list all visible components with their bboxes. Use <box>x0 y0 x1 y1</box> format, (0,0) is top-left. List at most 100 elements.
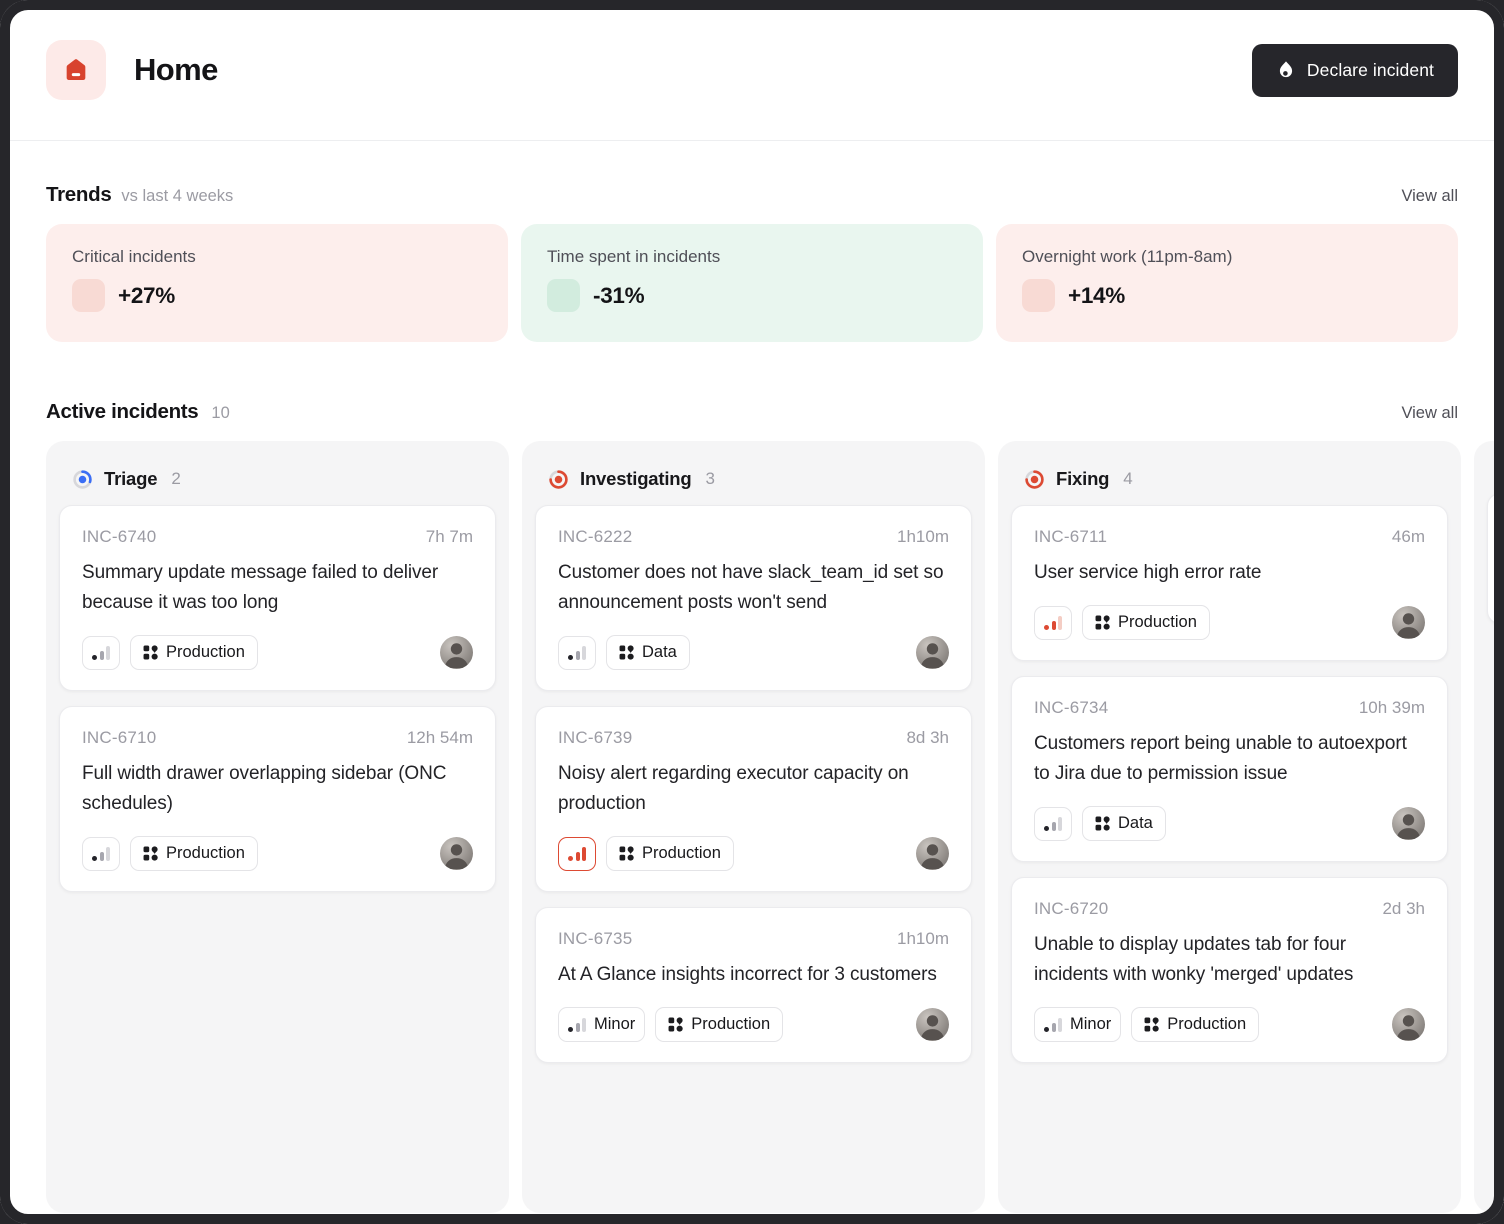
card-footer: Minor Production <box>1034 1007 1425 1043</box>
severity-bars-icon <box>568 645 586 660</box>
severity-badge <box>82 635 120 670</box>
active-incidents-view-all-link[interactable]: View all <box>1401 404 1458 422</box>
flame-icon <box>1279 61 1293 78</box>
house-icon <box>66 59 86 81</box>
avatar <box>440 636 473 670</box>
incident-title: At A Glance insights incorrect for 3 cus… <box>558 964 937 986</box>
card-footer: Minor Production <box>558 1007 949 1043</box>
incident-card[interactable]: INC-6734 10h 39m Customers report being … <box>1011 676 1448 863</box>
card-meta: INC-6739 8d 3h <box>558 728 949 748</box>
trend-label: Overnight work (11pm-8am) <box>1022 247 1233 266</box>
trend-value: +14% <box>1068 282 1125 308</box>
column-count: 4 <box>1123 469 1133 488</box>
severity-label: Minor <box>1070 1015 1112 1034</box>
trend-card-overnight-work[interactable]: Overnight work (11pm-8am) +14% <box>996 224 1458 342</box>
severity-bars-icon <box>568 1017 586 1032</box>
severity-badge <box>1034 605 1072 640</box>
card-footer: Production <box>558 836 949 872</box>
incident-duration: 7h 7m <box>425 527 473 546</box>
trend-cards: Critical incidents +27% Time spent in in… <box>46 224 1458 342</box>
severity-bars-icon <box>92 846 110 861</box>
incident-title: Customers report being unable to autoexp… <box>1034 733 1407 785</box>
team-badge: Production <box>130 635 258 671</box>
incident-duration: 46m <box>1391 527 1425 546</box>
status-ring-icon <box>1025 469 1044 489</box>
team-badge: Production <box>130 836 258 872</box>
card-meta: INC-6222 1h10m <box>558 527 949 547</box>
person-icon <box>1396 1015 1421 1041</box>
incident-id: INC-6734 <box>1034 698 1109 718</box>
column-count: 2 <box>171 469 181 488</box>
team-badge: Data <box>1082 806 1166 842</box>
service-grid-icon <box>1144 1017 1159 1032</box>
incident-id: INC-6711 <box>1034 527 1108 546</box>
incident-card[interactable]: INC-6735 1h10m At A Glance insights inco… <box>535 907 972 1064</box>
main-content: Trends vs last 4 weeks View all Critical… <box>0 183 1504 1213</box>
trend-label: Critical incidents <box>72 247 196 266</box>
service-grid-icon <box>1095 615 1110 630</box>
incident-card[interactable]: INC-6739 8d 3h Noisy alert regarding exe… <box>535 706 972 893</box>
page-title: Home <box>134 52 218 87</box>
team-label: Production <box>642 844 721 863</box>
team-label: Data <box>642 643 677 662</box>
service-grid-icon <box>619 846 634 861</box>
incident-title: Full width drawer overlapping sidebar (O… <box>82 763 447 815</box>
incident-title: Summary update message failed to deliver… <box>82 562 439 614</box>
incident-id: INC-6735 <box>558 929 633 949</box>
incident-card[interactable]: INC-6711 46m User service high error rat… <box>1011 505 1448 662</box>
incident-duration: 1h10m <box>897 527 949 546</box>
column-name: Triage <box>104 468 158 489</box>
severity-bars-icon <box>92 645 110 660</box>
trend-card-time-spent[interactable]: Time spent in incidents -31% <box>521 224 983 342</box>
person-icon <box>444 844 469 870</box>
incident-card[interactable]: INC-6710 12h 54m Full width drawer overl… <box>59 706 496 893</box>
avatar <box>1392 606 1425 640</box>
column-header: Fixing 4 <box>1011 454 1448 505</box>
trend-card-critical-incidents[interactable]: Critical incidents +27% <box>46 224 508 342</box>
trends-view-all-link[interactable]: View all <box>1401 187 1458 205</box>
incident-duration: 8d 3h <box>906 728 949 748</box>
person-icon <box>444 643 469 668</box>
team-badge: Data <box>606 635 690 671</box>
column-count: 3 <box>705 469 715 488</box>
team-badge: Production <box>655 1007 784 1043</box>
incident-id: INC-6222 <box>558 527 633 546</box>
avatar <box>916 636 949 670</box>
column-name: Investigating <box>580 468 692 489</box>
active-incidents-count: 10 <box>211 404 230 422</box>
avatar <box>916 837 949 871</box>
trends-subtitle: vs last 4 weeks <box>121 187 234 205</box>
declare-incident-button[interactable]: Declare incident <box>1251 43 1458 97</box>
avatar <box>440 837 473 871</box>
severity-bars-icon <box>1044 615 1062 630</box>
column-header: Investigating 3 <box>535 454 972 505</box>
incident-duration: 1h10m <box>897 929 949 949</box>
person-icon <box>1396 814 1421 840</box>
incident-board: Triage 2 INC-6740 7h 7m Summary update m… <box>46 441 1504 1213</box>
team-label: Production <box>1167 1015 1247 1034</box>
column-header: Triage 2 <box>59 454 496 505</box>
incident-card[interactable]: INC-6740 7h 7m Summary update message fa… <box>59 505 496 692</box>
card-footer: Data <box>558 635 949 671</box>
card-footer: Production <box>82 635 473 671</box>
column-fixing: Fixing 4 INC-6711 46m User service high … <box>998 441 1461 1213</box>
incident-title: Customer does not have slack_team_id set… <box>558 562 944 614</box>
active-incidents-header: Active incidents 10 View all <box>46 400 1458 424</box>
severity-badge <box>558 836 596 871</box>
service-grid-icon <box>143 645 158 660</box>
incident-card[interactable]: INC-6222 1h10m Customer does not have sl… <box>535 505 972 692</box>
team-label: Production <box>166 844 245 863</box>
severity-bars-icon <box>1044 816 1062 831</box>
severity-badge <box>1034 806 1072 841</box>
incident-id: INC-6740 <box>82 527 157 546</box>
incident-card[interactable]: INC-6720 2d 3h Unable to display updates… <box>1011 877 1448 1064</box>
trends-title: Trends <box>46 183 112 206</box>
avatar <box>916 1008 949 1042</box>
card-meta: INC-6735 1h10m <box>558 929 949 949</box>
card-footer: Data <box>1034 806 1425 842</box>
trend-down-icon <box>547 279 580 312</box>
person-icon <box>1396 613 1421 638</box>
card-meta: INC-6720 2d 3h <box>1034 899 1425 919</box>
person-icon <box>920 643 945 668</box>
card-meta: INC-6710 12h 54m <box>82 728 473 748</box>
